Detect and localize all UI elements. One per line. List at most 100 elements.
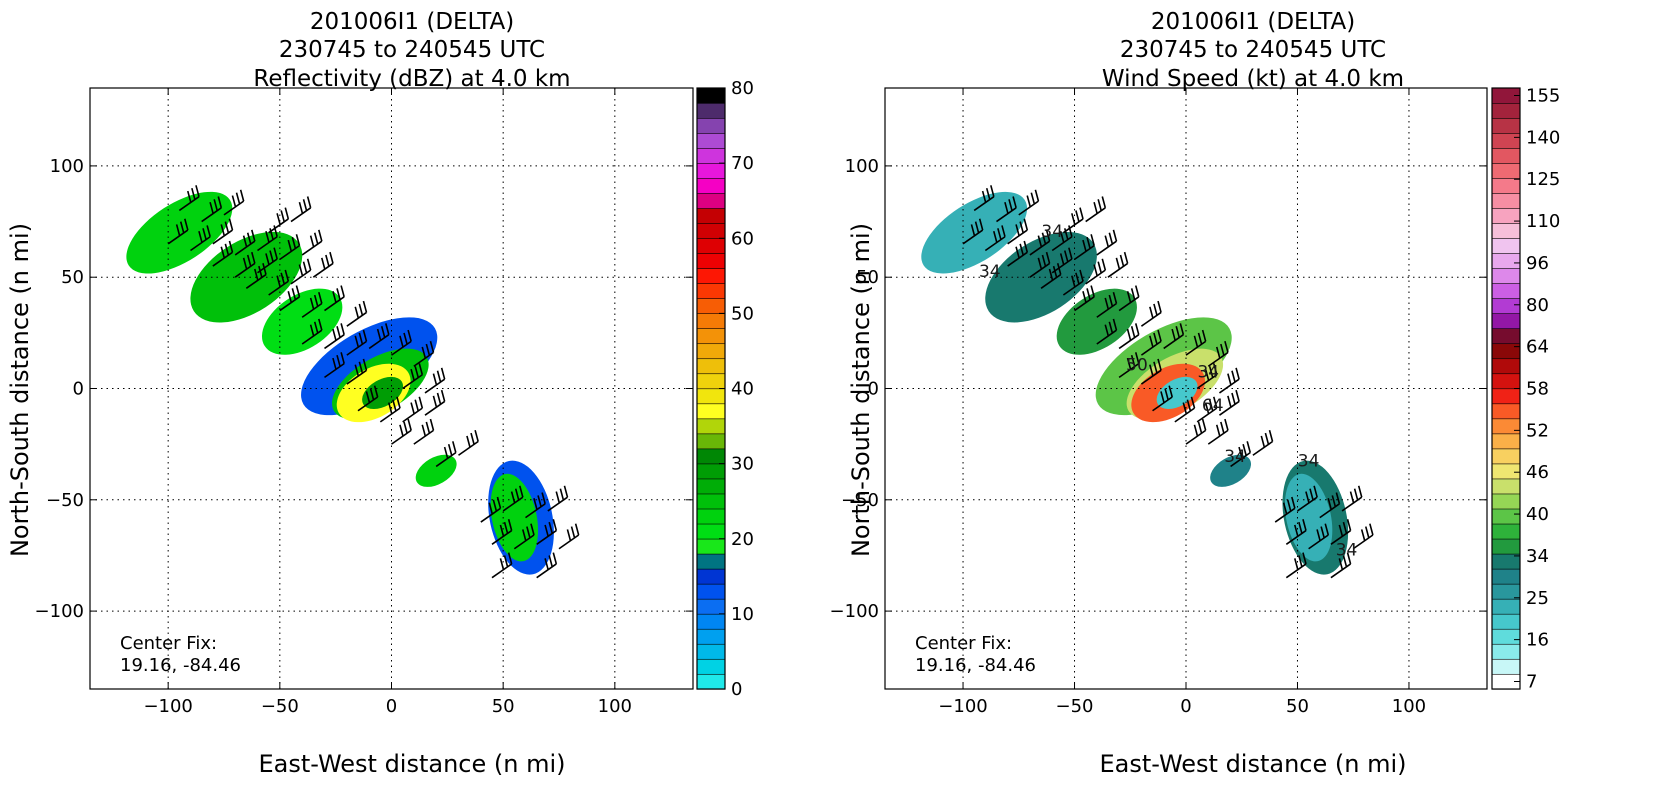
wind-barb-feather xyxy=(1126,328,1132,341)
wind-barb-staff xyxy=(1285,529,1307,545)
wind-barb-feather xyxy=(1204,402,1210,415)
wind-barb-feather xyxy=(340,323,345,335)
colorbar-segment xyxy=(1491,298,1521,314)
colorbar-segment xyxy=(1491,418,1521,435)
wind-barb-feather xyxy=(1041,254,1047,267)
wind-barb-staff xyxy=(167,229,189,245)
x-tick-label: −100 xyxy=(143,696,192,717)
wind-barb-staff xyxy=(279,296,300,312)
wind-barb-feather xyxy=(1019,243,1024,256)
wind-barb-feather xyxy=(387,402,393,415)
wind-barb-feather xyxy=(396,396,401,409)
wind-barb-feather xyxy=(276,275,281,288)
wind-barb-feather xyxy=(1160,391,1165,403)
wind-barb xyxy=(1062,207,1084,234)
wind-barb-feather xyxy=(354,364,360,377)
wind-barb-feather xyxy=(425,343,431,356)
x-tick-label: −100 xyxy=(938,696,987,717)
wind-barb-staff xyxy=(1040,273,1062,289)
wind-barb-feather xyxy=(1104,235,1110,248)
wind-barb xyxy=(324,285,345,312)
wind-barb-staff xyxy=(178,196,200,212)
echo-region xyxy=(1056,288,1137,355)
wind-barb-staff xyxy=(1085,269,1106,285)
wind-barb xyxy=(290,258,312,285)
wind-barb-feather xyxy=(1063,250,1069,263)
y-tick-label: −50 xyxy=(46,490,84,511)
wind-barb-feather xyxy=(354,335,360,348)
plot-content xyxy=(90,88,693,689)
wind-barb-feather xyxy=(1346,519,1352,531)
wind-barb-feather xyxy=(974,221,980,234)
wind-barb xyxy=(435,441,457,468)
wind-barb-staff xyxy=(368,334,390,350)
echo-region xyxy=(985,231,1097,323)
wind-barb-staff xyxy=(1308,534,1329,550)
wind-barb-feather xyxy=(358,303,364,316)
wind-barb-staff xyxy=(301,240,323,256)
wind-barb-staff xyxy=(1074,296,1095,312)
wind-barb-feather xyxy=(1130,326,1136,338)
wind-barb-feather xyxy=(1208,399,1214,412)
wind-barb-feather xyxy=(447,443,453,456)
wind-barb-feather xyxy=(503,555,509,568)
wind-barb-feather xyxy=(336,354,341,367)
wind-barb-feather xyxy=(1182,402,1188,415)
wind-barb-feather xyxy=(309,235,315,248)
wind-barb-staff xyxy=(324,334,345,350)
wind-barb-staff xyxy=(212,229,233,245)
wind-barb-feather xyxy=(1149,306,1154,319)
wind-barb xyxy=(1074,285,1095,312)
wind-barb-staff xyxy=(513,534,535,550)
wind-barb xyxy=(324,323,345,350)
wind-barb-staff xyxy=(1218,400,1240,416)
colorbar-segment xyxy=(1491,373,1521,390)
wind-barb-feather xyxy=(332,328,337,341)
wind-barb xyxy=(491,552,513,579)
wind-barb-feather xyxy=(1045,229,1051,242)
wind-barb-feather xyxy=(1104,297,1110,310)
wind-barb-feather xyxy=(403,421,408,434)
wind-barb xyxy=(178,185,200,212)
wind-barb-feather xyxy=(291,288,297,300)
center-fix-label: Center Fix: xyxy=(120,633,217,654)
wind-barb-feather xyxy=(978,218,984,231)
wind-barb xyxy=(1029,229,1051,256)
wind-barb xyxy=(245,263,267,289)
wind-barb xyxy=(973,185,995,212)
colorbar-segment xyxy=(1491,493,1521,510)
x-tick-label: 100 xyxy=(1392,696,1426,717)
wind-barb-feather xyxy=(1316,529,1321,541)
wind-barb xyxy=(1152,385,1173,412)
colorbar-segment xyxy=(696,658,726,675)
wind-barb xyxy=(301,229,323,256)
wind-barb-staff xyxy=(391,429,412,445)
wind-barb-feather xyxy=(276,213,281,225)
wind-barb-feather xyxy=(1019,221,1024,234)
wind-barb-feather xyxy=(385,323,390,335)
colorbar-segment xyxy=(696,237,726,254)
wind-barb-feather xyxy=(399,424,404,437)
wind-barb-feather xyxy=(1246,441,1252,453)
wind-barb-feather xyxy=(548,521,554,534)
wind-barb-staff xyxy=(402,374,423,390)
colorbar-segment xyxy=(696,117,726,134)
wind-barb-feather xyxy=(499,524,505,537)
colorbar-tick-label: 60 xyxy=(731,228,754,249)
colorbar-segment xyxy=(1491,478,1521,495)
wind-barb-feather xyxy=(280,210,286,222)
colorbar-tick-label: 80 xyxy=(1526,295,1549,316)
wind-barb xyxy=(234,229,256,256)
right-x-axis-label: East-West distance (n mi) xyxy=(1099,750,1406,778)
wind-barb-feather xyxy=(1008,199,1013,211)
wind-barb-staff xyxy=(1163,334,1184,350)
right-title-line-2: 230745 to 240545 UTC xyxy=(1120,37,1386,63)
wind-barb-feather xyxy=(184,218,189,231)
wind-barb-staff xyxy=(435,451,457,468)
wind-barb-feather xyxy=(1349,491,1355,504)
wind-barb xyxy=(424,389,446,416)
wind-barb-feather xyxy=(1082,291,1087,303)
wind-barb-feather xyxy=(242,235,248,248)
wind-barb-staff xyxy=(1207,429,1229,445)
left-panel: 201006I1 (DELTA) 230745 to 240545 UTC Re… xyxy=(6,9,754,778)
